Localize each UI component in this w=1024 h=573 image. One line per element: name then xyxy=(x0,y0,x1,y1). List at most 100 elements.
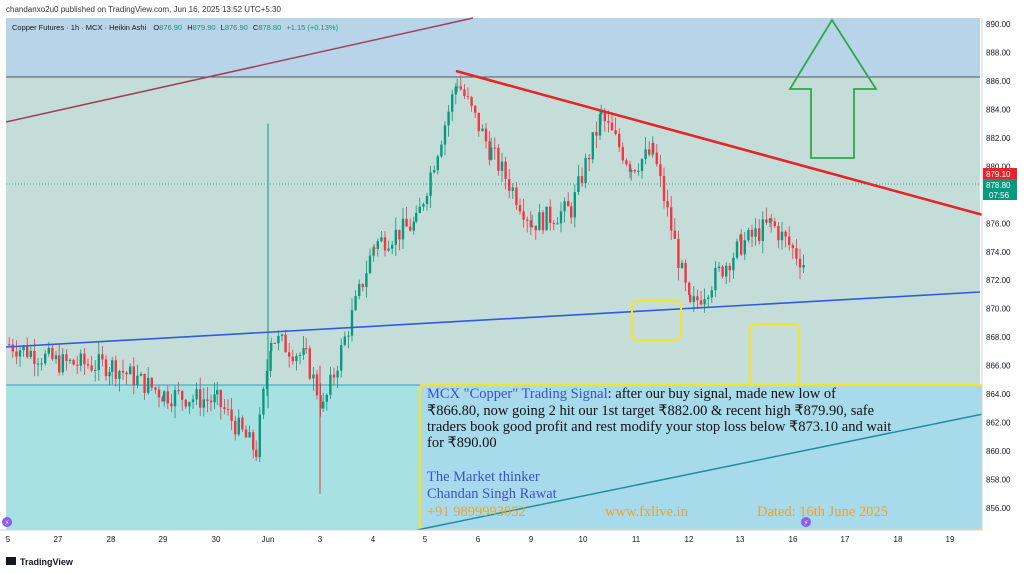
candle-down xyxy=(625,160,628,165)
candle-up xyxy=(40,363,43,365)
candle-down xyxy=(526,219,529,221)
candle-down xyxy=(633,169,636,172)
candle-down xyxy=(493,147,496,149)
candle-up xyxy=(329,374,332,395)
y-tick-label: 876.00 xyxy=(986,219,1011,228)
candle-up xyxy=(44,353,47,364)
candle-up xyxy=(451,94,454,112)
candle-down xyxy=(219,390,222,408)
candle-up xyxy=(717,266,721,268)
candle-down xyxy=(580,176,584,184)
candle-up xyxy=(61,354,64,373)
x-tick-label: 5 xyxy=(6,535,11,544)
candle-up xyxy=(336,370,339,378)
rising-support-line xyxy=(5,291,981,348)
candle-up xyxy=(707,297,710,299)
author-line-2: Chandan Singh Rawat xyxy=(427,486,557,502)
candle-up xyxy=(54,355,58,360)
candle-up xyxy=(415,213,418,222)
candle-up xyxy=(500,161,504,171)
candle-up xyxy=(237,417,240,435)
candle-up xyxy=(312,374,315,379)
candle-up xyxy=(563,201,566,212)
x-tick-label: 28 xyxy=(107,535,116,544)
candle-up xyxy=(368,255,372,274)
candle-down xyxy=(244,429,248,438)
candle-down xyxy=(291,356,294,362)
y-tick-label: 886.00 xyxy=(986,77,1011,86)
candle-down xyxy=(648,149,651,155)
price-axis[interactable] xyxy=(982,18,1024,530)
candle-up xyxy=(97,354,100,370)
candle-up xyxy=(743,240,746,255)
candle-up xyxy=(298,354,302,357)
candle-down xyxy=(230,409,233,421)
candle-down xyxy=(226,409,230,411)
candle-down xyxy=(209,400,213,403)
candle-up xyxy=(118,370,121,379)
time-axis[interactable] xyxy=(0,530,982,548)
x-tick-label: 29 xyxy=(159,535,168,544)
candle-down xyxy=(83,353,86,365)
candle-up xyxy=(270,342,273,352)
candle-up xyxy=(591,132,594,160)
countdown-label: 07:56 xyxy=(989,191,1010,200)
tradingview-logo: TradingView xyxy=(6,557,74,567)
candle-down xyxy=(798,258,802,268)
candle-down xyxy=(696,296,699,301)
candle-up xyxy=(173,390,177,407)
candle-up xyxy=(640,159,644,171)
candle-down xyxy=(684,262,687,283)
candle-down xyxy=(474,105,477,113)
left-edge-icon[interactable] xyxy=(2,517,12,527)
red-price-label: 879.10 xyxy=(986,170,1011,179)
annotation-line-4: for ₹890.00 xyxy=(427,435,497,451)
candle-down xyxy=(784,231,787,237)
candle-down xyxy=(181,391,184,400)
x-ticks: 5 27 28 29 30 Jun 3 4 5 6 9 10 11 12 13 16 17 18 19 xyxy=(6,535,955,544)
candle-down xyxy=(463,89,466,97)
candle-up xyxy=(725,265,728,277)
candle-down xyxy=(614,130,617,134)
candle-up xyxy=(644,149,647,160)
y-tick-label: 882.00 xyxy=(986,134,1011,143)
candle-down xyxy=(770,218,773,222)
candle-down xyxy=(728,265,731,271)
candle-up xyxy=(387,248,390,251)
candle-down xyxy=(308,348,311,379)
candle-up xyxy=(598,114,602,136)
candle-down xyxy=(549,206,552,223)
candle-up xyxy=(280,334,284,337)
candle-up xyxy=(139,373,143,376)
candle-up xyxy=(556,223,559,225)
candle-up xyxy=(433,170,436,173)
candle-up xyxy=(436,156,439,171)
candle-down xyxy=(11,344,14,352)
candle-down xyxy=(241,417,244,430)
candle-down xyxy=(206,399,209,401)
candle-down xyxy=(508,179,511,191)
candle-up xyxy=(447,111,450,126)
middle-zone xyxy=(6,77,980,385)
y-tick-label: 890.00 xyxy=(986,20,1011,29)
candle-down xyxy=(51,347,54,360)
candle-up xyxy=(47,347,50,354)
event-icon[interactable] xyxy=(801,517,811,527)
candle-down xyxy=(607,121,610,123)
candle-up xyxy=(429,172,432,196)
event-icon-glyph: ⚡ xyxy=(804,519,809,527)
candle-up xyxy=(163,391,166,402)
candle-down xyxy=(570,206,573,218)
candle-down xyxy=(541,212,545,231)
x-tick-label: 12 xyxy=(685,535,694,544)
x-tick-label: Jun xyxy=(262,535,275,544)
candle-down xyxy=(26,346,29,357)
candle-down xyxy=(170,403,173,407)
candle-up xyxy=(213,394,216,403)
candle-up xyxy=(481,128,484,132)
candle-up xyxy=(577,176,580,193)
candle-up xyxy=(692,296,695,302)
x-tick-label: 18 xyxy=(894,535,903,544)
candle-up xyxy=(425,195,429,205)
